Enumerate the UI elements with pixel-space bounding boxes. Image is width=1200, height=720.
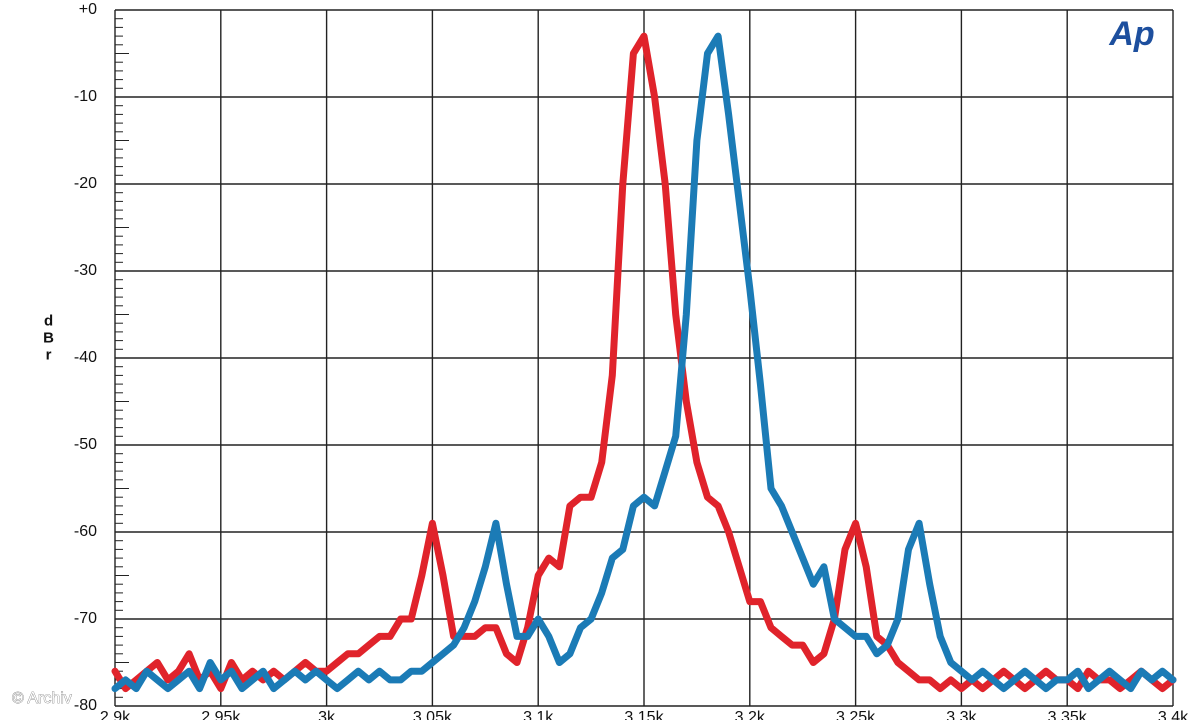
x-tick-label: 3.3k bbox=[946, 709, 977, 720]
y-tick-label: -40 bbox=[74, 349, 97, 366]
watermark: © Archiv bbox=[12, 690, 72, 707]
x-tick-label: 3.4k bbox=[1158, 709, 1189, 720]
x-tick-label: 3.35k bbox=[1048, 709, 1088, 720]
y-axis-label: dBr bbox=[40, 313, 57, 364]
y-tick-label: -80 bbox=[74, 697, 97, 714]
x-tick-label: 3.1k bbox=[523, 709, 554, 720]
y-tick-label: +0 bbox=[79, 1, 97, 18]
y-tick-label: -60 bbox=[74, 523, 97, 540]
y-tick-label: -70 bbox=[74, 610, 97, 627]
x-tick-label: 3.15k bbox=[624, 709, 664, 720]
y-tick-label: -30 bbox=[74, 262, 97, 279]
logo: Ap bbox=[1108, 15, 1154, 53]
x-tick-label: 2.9k bbox=[100, 709, 131, 720]
x-tick-label: 2.95k bbox=[201, 709, 241, 720]
data-line bbox=[111, 32, 1177, 693]
y-tick-label: -50 bbox=[74, 436, 97, 453]
x-tick-label: 3k bbox=[318, 709, 336, 720]
x-tick-label: 3.2k bbox=[735, 709, 766, 720]
x-tick-label: 3.25k bbox=[836, 709, 876, 720]
y-tick-label: -10 bbox=[74, 88, 97, 105]
y-tick-label: -20 bbox=[74, 175, 97, 192]
x-tick-label: 3.05k bbox=[413, 709, 453, 720]
